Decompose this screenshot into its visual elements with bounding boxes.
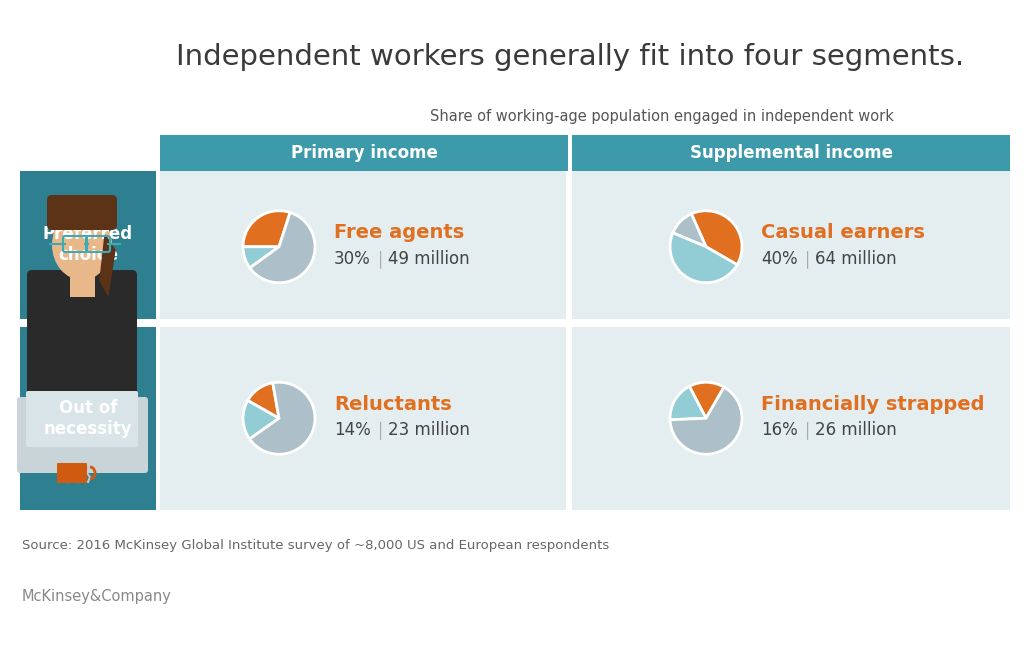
Polygon shape (100, 235, 115, 295)
Text: Free agents: Free agents (334, 223, 464, 242)
Wedge shape (670, 386, 706, 420)
Wedge shape (243, 400, 279, 439)
Text: Primary income: Primary income (291, 144, 437, 162)
Text: Supplemental income: Supplemental income (689, 144, 893, 162)
Text: Casual earners: Casual earners (761, 223, 925, 242)
FancyBboxPatch shape (47, 195, 117, 230)
Wedge shape (248, 383, 279, 418)
FancyBboxPatch shape (160, 171, 566, 319)
Wedge shape (243, 211, 290, 247)
FancyBboxPatch shape (572, 171, 1010, 319)
FancyBboxPatch shape (17, 397, 148, 473)
Text: Out of
necessity: Out of necessity (44, 399, 132, 438)
FancyBboxPatch shape (20, 327, 156, 510)
Text: │: │ (376, 250, 385, 267)
Text: │: │ (803, 422, 812, 439)
Text: Financially strapped: Financially strapped (761, 395, 984, 414)
Text: 26 million: 26 million (815, 421, 897, 440)
Wedge shape (250, 213, 315, 283)
FancyBboxPatch shape (572, 327, 1010, 510)
FancyBboxPatch shape (70, 275, 95, 297)
Wedge shape (691, 211, 742, 265)
Wedge shape (689, 382, 724, 418)
Text: 49 million: 49 million (388, 250, 470, 268)
Text: 64 million: 64 million (815, 250, 897, 268)
FancyBboxPatch shape (26, 391, 138, 447)
Text: 14%: 14% (334, 421, 371, 440)
FancyBboxPatch shape (572, 135, 1010, 171)
Text: 40%: 40% (761, 250, 798, 268)
Text: 16%: 16% (761, 421, 798, 440)
Ellipse shape (52, 210, 112, 280)
Text: Reluctants: Reluctants (334, 395, 452, 414)
Wedge shape (673, 214, 706, 247)
FancyBboxPatch shape (160, 327, 566, 510)
Text: │: │ (376, 422, 385, 439)
Text: Source: 2016 McKinsey Global Institute survey of ~8,000 US and European responde: Source: 2016 McKinsey Global Institute s… (22, 539, 609, 551)
Wedge shape (243, 247, 279, 268)
FancyBboxPatch shape (57, 463, 87, 483)
FancyBboxPatch shape (20, 171, 156, 319)
Text: Preferred
choice: Preferred choice (43, 225, 133, 264)
Text: 23 million: 23 million (388, 421, 470, 440)
FancyBboxPatch shape (27, 270, 137, 400)
Text: McKinsey&Company: McKinsey&Company (22, 589, 172, 604)
FancyBboxPatch shape (160, 135, 568, 171)
Wedge shape (670, 387, 742, 454)
Text: 30%: 30% (334, 250, 371, 268)
Text: Independent workers generally fit into four segments.: Independent workers generally fit into f… (176, 43, 964, 71)
Text: │: │ (803, 250, 812, 267)
Wedge shape (670, 233, 737, 283)
Wedge shape (250, 382, 315, 454)
Text: Share of working-age population engaged in independent work: Share of working-age population engaged … (430, 110, 894, 124)
